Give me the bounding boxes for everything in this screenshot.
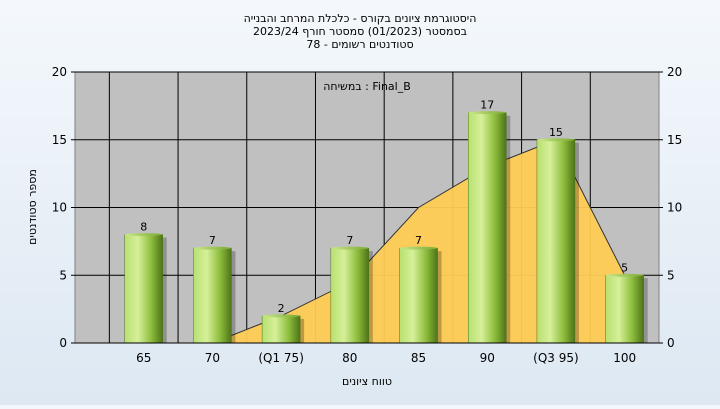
x-tick-label-3: 80 xyxy=(342,351,357,365)
y-axis-label: מספר סטודנטים xyxy=(26,169,39,245)
chart-title-line-2: בסמסטר (01/2023) סמסטר חורף 2023/24 xyxy=(253,25,467,38)
bar-value-label-5: 17 xyxy=(480,99,494,112)
bar-0 xyxy=(124,234,163,344)
y-tick-label-left-0: 0 xyxy=(59,336,67,350)
y-tick-label-right-4: 20 xyxy=(667,65,682,79)
x-tick-label-7: 100 xyxy=(613,351,636,365)
bar-cap-3 xyxy=(330,246,369,250)
bar-4 xyxy=(399,247,438,344)
x-tick-label-5: 90 xyxy=(480,351,495,365)
x-axis-label: טווח ציונים xyxy=(342,375,392,388)
bar-layer xyxy=(124,111,648,344)
bar-value-label-0: 8 xyxy=(140,221,147,234)
label-layer: 8 7 2 7 7 17 15 5 xyxy=(140,99,628,315)
bar-2 xyxy=(261,315,301,344)
y-axis-right: 0 5 10 15 20 xyxy=(659,65,682,350)
bar-cap-2 xyxy=(262,314,301,318)
y-tick-label-left-3: 15 xyxy=(52,133,67,147)
x-tick-label-4: 85 xyxy=(411,351,426,365)
y-axis-left: 0 5 10 15 20 xyxy=(52,65,75,350)
bar-cap-0 xyxy=(124,233,163,237)
bar-cap-4 xyxy=(399,246,438,250)
y-tick-label-right-3: 15 xyxy=(667,133,682,147)
chart-title: היסטוגרמת ציונים בקורס - כלכלת המרחב והב… xyxy=(244,12,477,51)
y-tick-label-left-1: 5 xyxy=(59,268,67,282)
y-tick-label-right-1: 5 xyxy=(667,268,675,282)
y-tick-label-right-0: 0 xyxy=(667,336,675,350)
y-tick-label-right-2: 10 xyxy=(667,201,682,215)
bar-1 xyxy=(193,247,232,344)
bar-value-label-3: 7 xyxy=(346,234,353,247)
bar-3 xyxy=(330,247,370,344)
bar-value-label-2: 2 xyxy=(278,302,285,315)
x-tick-label-0: 65 xyxy=(136,351,151,365)
bar-5 xyxy=(467,112,507,344)
bar-value-label-7: 5 xyxy=(621,261,628,274)
bar-value-label-4: 7 xyxy=(415,234,422,247)
x-tick-label-1: 70 xyxy=(205,351,220,365)
bar-cap-7 xyxy=(605,273,644,277)
bar-value-label-1: 7 xyxy=(209,234,216,247)
x-tick-label-2: (Q1 75) xyxy=(258,351,304,365)
bar-cap-1 xyxy=(193,246,232,250)
chart-title-line-1: היסטוגרמת ציונים בקורס - כלכלת המרחב והב… xyxy=(244,12,477,25)
bar-6 xyxy=(536,139,576,344)
y-tick-label-left-2: 10 xyxy=(52,201,67,215)
y-tick-label-left-4: 20 xyxy=(52,65,67,79)
bar-value-label-6: 15 xyxy=(549,126,563,139)
chart-annotation: במשיחה : Final_B xyxy=(323,80,411,93)
bar-cap-6 xyxy=(536,138,575,142)
bar-7 xyxy=(605,275,644,344)
x-tick-label-6: (Q3 95) xyxy=(533,351,579,365)
bar-cap-5 xyxy=(468,111,507,115)
x-axis: 65 70 (Q1 75) 80 85 90 (Q3 95) 100 xyxy=(75,342,659,365)
chart-title-line-3: סטודנטים רשומים - 78 xyxy=(306,38,413,51)
